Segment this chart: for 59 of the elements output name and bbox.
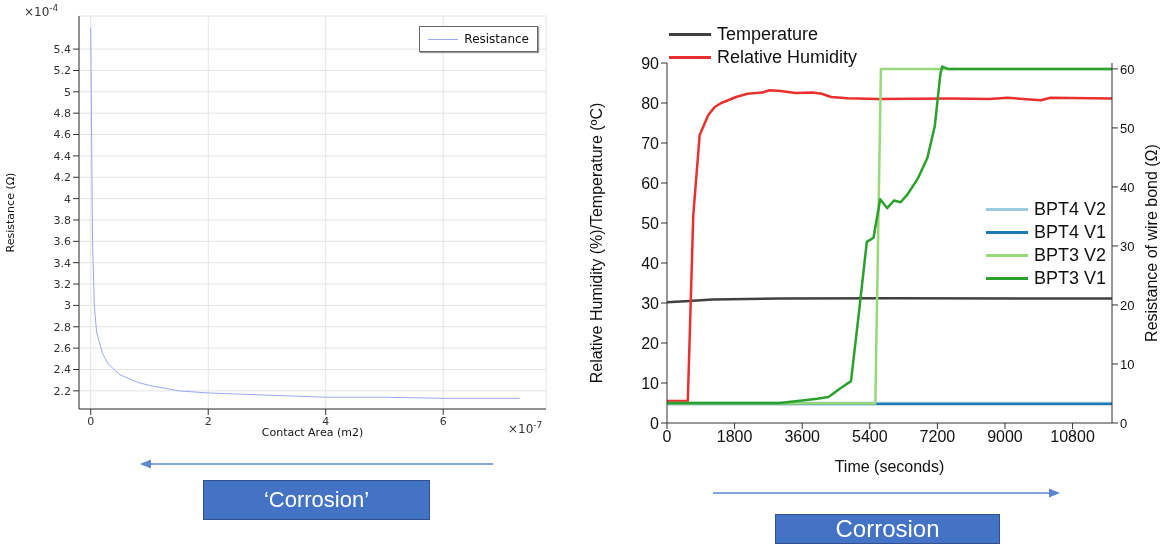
y-tick-label: 5.2: [53, 64, 71, 78]
text: Corrosion: [835, 515, 940, 543]
y-tick-label: 2.4: [53, 363, 71, 377]
y-tick-label: 3.6: [53, 235, 71, 249]
y2-tick-label: 40: [1120, 179, 1135, 195]
y-tick-label: 5.4: [53, 43, 71, 57]
y-tick-label: 4.6: [53, 128, 71, 142]
y-tick-label: 60: [641, 174, 660, 192]
x-tick-label: 9000: [987, 428, 1023, 446]
y-tick-label: 4.2: [53, 171, 71, 185]
x-tick-label: 10800: [1050, 428, 1095, 446]
y-tick-label: 3.4: [53, 256, 71, 270]
y-tick-label: 50: [641, 214, 660, 232]
legend-label: Resistance: [464, 32, 529, 46]
y2-tick-label: 10: [1120, 356, 1135, 372]
y-tick-label: 20: [641, 334, 660, 352]
legend-label: BPT4 V1: [1033, 222, 1106, 242]
x-tick-label: 5400: [851, 428, 888, 446]
y-tick-label: 30: [641, 294, 660, 312]
y-tick-label: 70: [641, 134, 660, 152]
y-axis-title: Relative Humidity (%)/Temperature (ºC): [588, 102, 605, 384]
x-tick-label: 4: [322, 414, 330, 428]
x-tick-label: 7200: [919, 428, 956, 446]
y2-tick-label: 30: [1120, 238, 1135, 254]
text: ×10$^{-4}$: [24, 3, 59, 19]
y-tick-label: 10: [641, 374, 660, 392]
y-tick-label: 3: [64, 299, 71, 313]
y-tick-label: 2.6: [53, 342, 71, 356]
y-tick-label: 2.2: [53, 384, 71, 398]
x-tick-label: 1800: [716, 428, 753, 446]
y-axis-title: Resistance (Ω): [4, 172, 17, 253]
y-tick-label: 4.8: [53, 107, 71, 121]
y-tick-label: 3.8: [53, 213, 71, 227]
legend-label: BPT3 V1: [1033, 268, 1106, 288]
legend-label: Relative Humidity: [717, 47, 858, 67]
x-tick-label: 3600: [784, 428, 821, 446]
y-tick-label: 80: [641, 94, 660, 112]
text: ‘Corrosion’: [263, 487, 370, 513]
x-tick-label: 6: [439, 414, 447, 428]
y-tick-label: 3.2: [53, 277, 71, 291]
y2-tick-label: 50: [1120, 120, 1135, 136]
legend-label: BPT3 V2: [1033, 245, 1106, 265]
y-tick-label: 40: [641, 254, 660, 272]
y2-tick-label: 60: [1120, 61, 1135, 77]
text: ×10$^{-7}$: [508, 420, 543, 436]
x-tick-label: 0: [87, 414, 95, 428]
y2-axis-title: Resistance of wire bond (Ω): [1143, 144, 1160, 342]
legend-label: BPT4 V2: [1033, 199, 1106, 219]
y-tick-label: 4: [64, 192, 71, 206]
x-axis-title: Contact Area (m2): [261, 426, 364, 439]
legend-label: Temperature: [717, 24, 819, 44]
y-tick-label: 4.4: [53, 149, 71, 163]
y-tick-label: 5: [64, 85, 71, 99]
x-tick-label: 0: [662, 428, 672, 446]
y-tick-label: 2.8: [53, 320, 71, 334]
x-tick-label: 2: [204, 414, 212, 428]
y2-tick-label: 20: [1120, 297, 1135, 313]
x-axis-title: Time (seconds): [834, 458, 945, 475]
y-tick-label: 90: [641, 54, 660, 72]
